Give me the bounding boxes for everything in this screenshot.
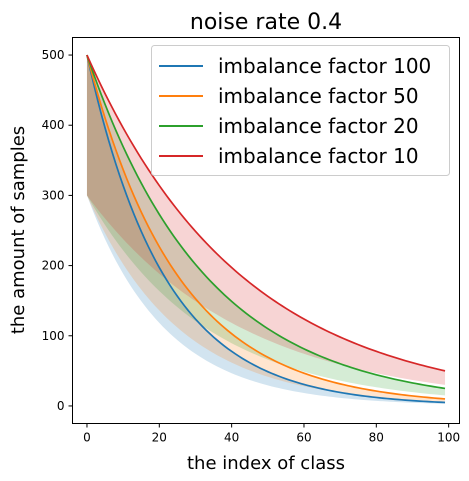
series-line-3 xyxy=(86,54,446,390)
x-tick-label: 20 xyxy=(152,431,167,445)
y-tick-label: 300 xyxy=(42,188,65,202)
chart-title: noise rate 0.4 xyxy=(190,10,342,35)
noise-band-3 xyxy=(86,55,446,396)
x-tick-label: 40 xyxy=(224,431,239,445)
y-tick-label: 100 xyxy=(42,329,65,343)
y-tick-label: 0 xyxy=(57,399,65,413)
series-line-2 xyxy=(86,54,446,400)
series-line-1 xyxy=(86,54,446,404)
series-line-4 xyxy=(86,54,446,372)
noise-band-2 xyxy=(86,55,446,402)
legend-label-if100: imbalance factor 100 xyxy=(218,54,431,78)
x-tick-label: 60 xyxy=(296,431,311,445)
series-lines xyxy=(86,54,446,404)
legend: imbalance factor 100 imbalance factor 50… xyxy=(151,45,450,176)
y-axis-label: the amount of samples xyxy=(8,126,29,334)
x-tick-label: 80 xyxy=(369,431,384,445)
x-tick-label: 0 xyxy=(83,431,91,445)
legend-label-if20: imbalance factor 20 xyxy=(218,114,419,138)
noise-band-4 xyxy=(86,55,446,385)
y-tick-label: 400 xyxy=(42,118,65,132)
x-axis-ticks: 0 20 40 60 80 100 xyxy=(83,423,460,445)
x-tick-label: 100 xyxy=(437,431,460,445)
legend-label-if10: imbalance factor 10 xyxy=(218,144,419,168)
y-tick-label: 200 xyxy=(42,259,65,273)
y-tick-label: 500 xyxy=(42,48,65,62)
noise-band-1 xyxy=(86,55,446,404)
x-axis-label: the index of class xyxy=(187,453,345,474)
legend-box xyxy=(151,45,450,176)
legend-label-if50: imbalance factor 50 xyxy=(218,84,419,108)
noise-bands xyxy=(86,55,446,404)
plot-frame xyxy=(72,37,460,424)
y-axis-ticks: 0 100 200 300 400 500 xyxy=(42,48,73,413)
